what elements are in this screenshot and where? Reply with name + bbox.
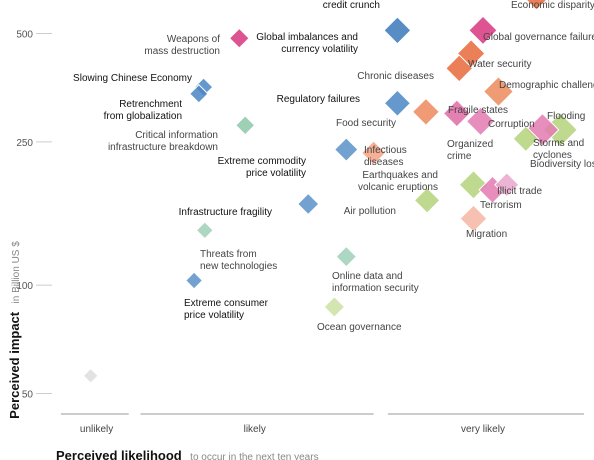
- data-point-diamond: [383, 16, 412, 45]
- data-point-diamond: [458, 170, 489, 200]
- data-label: Ocean governance: [317, 322, 402, 333]
- data-point-diamond: [468, 15, 498, 46]
- data-label: Regulatory failures: [277, 94, 360, 105]
- y-tick-label: 50: [22, 390, 34, 401]
- data-label: Earthquakes and volcanic eruptions: [358, 170, 438, 193]
- y-axis-title: Perceived impact in Billion US $: [6, 241, 23, 419]
- data-label: Infrastructure fragility: [179, 207, 272, 218]
- data-point-diamond: [411, 97, 441, 126]
- data-point-diamond: [494, 172, 520, 198]
- data-point-diamond: [235, 115, 256, 136]
- svg-text:Perceived likelihood to: Perceived likelihood to occur in the nex…: [56, 447, 319, 460]
- x-category-label: very likely: [461, 424, 505, 435]
- data-label: Fragile states: [448, 105, 508, 116]
- data-label: Retrenchment from globalization: [104, 99, 183, 122]
- data-point-diamond: [512, 125, 540, 153]
- data-label: Demographic challenges: [499, 80, 594, 91]
- y-tick-label: 250: [16, 138, 33, 149]
- data-point-diamond: [297, 192, 320, 216]
- data-label: Critical information infrastructure break…: [108, 130, 218, 153]
- data-label: Extreme consumer price volatility: [184, 298, 269, 321]
- data-label: Global imbalances and currency volatility: [256, 32, 358, 55]
- data-label: Biodiversity loss: [530, 159, 594, 170]
- y-axis-ticks: 50 100 250 500: [16, 30, 52, 401]
- data-label: Water security: [468, 59, 532, 70]
- data-label: Migration: [466, 229, 507, 240]
- x-category-label: likely: [244, 424, 266, 435]
- data-labels: credit crunch Economic disparity Weapons o…: [73, 0, 594, 333]
- x-axis-note: to occur in the next ten years: [190, 452, 318, 460]
- data-point-diamond: [189, 84, 209, 104]
- data-label: Extreme commodity price volatility: [218, 156, 306, 179]
- data-point-diamond: [334, 137, 359, 162]
- data-label: Terrorism: [480, 200, 522, 211]
- data-label: Food security: [336, 118, 396, 129]
- x-category-label: unlikely: [80, 424, 113, 435]
- data-point-diamond: [335, 245, 358, 268]
- data-point-diamond: [195, 221, 214, 240]
- data-label: Illicit trade: [497, 186, 542, 197]
- data-point-diamond: [360, 140, 387, 166]
- data-label: Threats from new technologies: [200, 249, 277, 272]
- data-label: Online data and information security: [332, 271, 419, 294]
- data-label: Corruption: [488, 119, 535, 130]
- data-label: Air pollution: [344, 206, 396, 217]
- y-tick-label: 500: [16, 30, 33, 41]
- y-axis-note: in Billion US $: [11, 241, 22, 304]
- data-point-diamond: [442, 99, 471, 128]
- x-axis-title: Perceived likelihood to occur in the nex…: [56, 447, 319, 460]
- data-point-diamond: [525, 112, 560, 147]
- data-label: Global governance failure: [483, 32, 594, 43]
- y-axis-label: Perceived impact: [7, 311, 22, 419]
- svg-text:Perceived impact in Bill: Perceived impact in Billion US $: [6, 241, 23, 419]
- data-points: [82, 0, 578, 384]
- data-label: Storms and cyclones: [533, 138, 584, 161]
- data-point-diamond: [465, 106, 496, 137]
- data-point-diamond: [445, 54, 474, 83]
- data-label: Infectious diseases: [364, 145, 407, 168]
- data-point-diamond: [459, 204, 488, 233]
- data-point-diamond: [482, 76, 514, 108]
- data-point-diamond: [413, 187, 441, 214]
- data-point-diamond: [383, 89, 412, 117]
- data-point-diamond: [185, 271, 204, 290]
- data-label: Slowing Chinese Economy: [73, 73, 192, 84]
- data-label: Flooding: [547, 111, 585, 122]
- data-label: credit crunch: [323, 0, 380, 11]
- data-point-diamond: [228, 27, 250, 49]
- data-label: Chronic diseases: [357, 71, 434, 82]
- data-label: Weapons of mass destruction: [144, 34, 220, 57]
- y-tick-label: 100: [16, 281, 33, 292]
- data-label: Organized crime: [447, 139, 493, 162]
- x-axis-label: Perceived likelihood: [56, 448, 182, 460]
- data-point-diamond: [323, 296, 346, 318]
- data-label: Economic disparity: [511, 0, 594, 11]
- x-axis: unlikely likely very likely: [60, 413, 585, 435]
- data-point-diamond: [82, 367, 99, 384]
- data-point-diamond: [525, 0, 548, 11]
